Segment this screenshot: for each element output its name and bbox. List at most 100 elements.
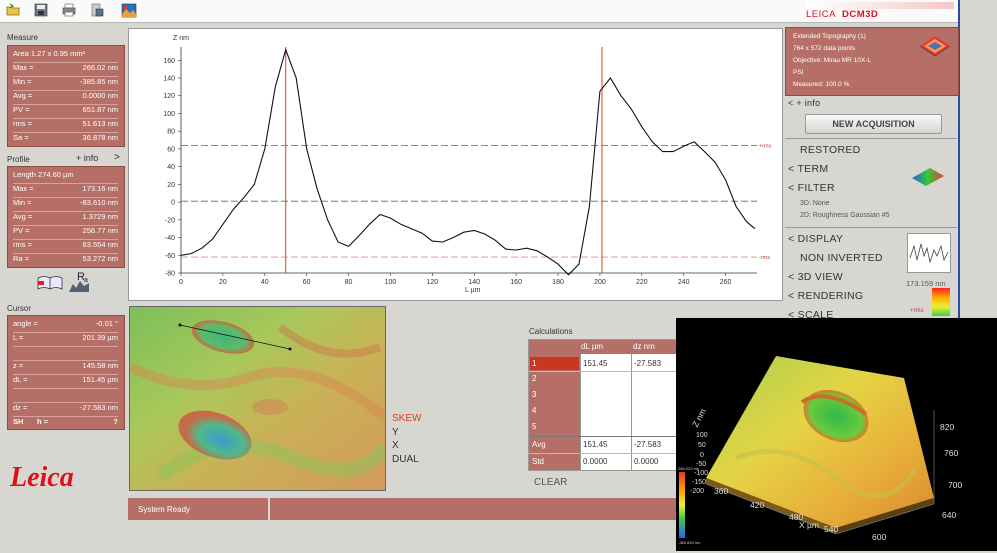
view-skew-option[interactable]: SKEW	[392, 413, 422, 424]
acquisition-info-panel: Extended Topography (1) 764 x 572 data p…	[785, 27, 959, 96]
cursor-l-value: 201.39 µm	[82, 333, 118, 342]
x-tick-label: 0	[179, 279, 183, 286]
calculations-table[interactable]: dL µm dz nm 1 151.45 -27.583 2 3 4 5 Avg…	[528, 339, 678, 471]
measure-avg-label: Avg =	[13, 91, 33, 100]
profile-avg-label: Avg =	[13, 212, 33, 221]
cursor-z-value: 145.58 nm	[82, 361, 118, 370]
display-profile-thumbnail[interactable]	[907, 233, 951, 273]
roughness-ra-icon[interactable]: R a	[68, 271, 90, 293]
status-cell: System Ready	[128, 498, 270, 520]
x-tick-label: 80	[345, 279, 353, 286]
cursor-h-label: h =	[37, 417, 49, 426]
view-y-option[interactable]: Y	[392, 427, 399, 438]
3d-z-tick: -150	[692, 479, 707, 486]
calc-selected-row-marker	[530, 357, 579, 370]
3d-surface-view[interactable]: Z nm 100 50 0 -50 -100 -150 -200 360 420…	[676, 318, 997, 551]
rendering-menu[interactable]: < RENDERING	[788, 290, 864, 302]
calc-row-index[interactable]: 2	[532, 374, 537, 383]
hline-upper-label: +rms	[759, 143, 772, 149]
3d-z-tick: 50	[698, 442, 706, 449]
measure-pv-label: PV =	[13, 105, 30, 114]
less-info-link[interactable]: < + info	[788, 98, 821, 108]
profile-rms-value: 63.554 nm	[82, 240, 118, 249]
measure-avg-value: 0.0000 nm	[82, 91, 118, 100]
profile-chart[interactable]: -80 -60 -40 -20 0 20 40 60 80 100 120 140 160 0 20 40 60…	[128, 28, 783, 301]
term-menu[interactable]: < TERM	[788, 163, 829, 175]
y-tick-label: -20	[165, 217, 175, 224]
cursor-panel: angle = -0.01 ° L = 201.39 µm z = 145.58 nm…	[7, 315, 125, 430]
save-icon[interactable]	[34, 3, 48, 17]
non-inverted-option[interactable]: NON INVERTED	[800, 252, 883, 264]
y-tick-label: 100	[163, 111, 175, 118]
cursor-dz-value: -27.583 nm	[80, 403, 118, 412]
profile-panel: Length 274.60 µm Max = 173.16 nm Min = -83…	[7, 166, 125, 268]
status-text: System Ready	[138, 505, 191, 514]
brand-logo: LEICA DCM3D	[798, 0, 958, 22]
color-scale-bar	[932, 288, 950, 316]
brand-name: LEICA	[806, 9, 836, 20]
3d-y-tick: 760	[944, 448, 959, 458]
y-tick-label: 120	[163, 93, 175, 100]
3d-legend-min: -385.849 nm	[678, 540, 701, 545]
print-icon[interactable]	[62, 3, 76, 17]
book-icon[interactable]	[37, 275, 63, 293]
profile-title: Profile	[7, 155, 30, 164]
cursor-help-button[interactable]: ?	[113, 417, 118, 426]
3d-view-menu[interactable]: < 3D VIEW	[788, 271, 843, 283]
ra-icon-sub: a	[84, 277, 88, 284]
y-tick-label: 40	[167, 164, 175, 171]
calc-row-index[interactable]: 4	[532, 406, 537, 415]
calc-std-label: Std	[532, 457, 545, 466]
info-line-4: PSI	[793, 69, 804, 76]
x-tick-label: 200	[594, 279, 606, 286]
brand-product: DCM3D	[842, 9, 879, 20]
profile-min-label: Min =	[13, 198, 32, 207]
3d-x-tick: 600	[872, 532, 887, 542]
profile-series-line	[180, 47, 756, 276]
calculations-title: Calculations	[529, 327, 573, 336]
calc-row-index[interactable]: 3	[532, 390, 537, 399]
view-x-option[interactable]: X	[392, 440, 399, 451]
cursor-sh-label[interactable]: SH	[13, 417, 24, 426]
profile-info-link[interactable]: + info	[76, 153, 99, 163]
leica-logo: Leica	[10, 462, 74, 493]
filter-2d-value: 2D: Roughness Gaussian #5	[800, 212, 890, 219]
3d-z-tick: 100	[696, 432, 708, 439]
ra-icon-label: R	[77, 271, 85, 283]
measure-min-value: -385.85 nm	[80, 77, 118, 86]
display-menu[interactable]: < DISPLAY	[788, 233, 844, 245]
profile-max-value: 173.16 nm	[82, 184, 118, 193]
x-tick-label: 260	[720, 279, 732, 286]
restored-option[interactable]: RESTORED	[800, 144, 861, 156]
filter-surface-icon[interactable]	[910, 164, 946, 190]
x-tick-label: 120	[427, 279, 439, 286]
image-icon[interactable]	[121, 3, 137, 18]
new-acquisition-button[interactable]: NEW ACQUISITION	[805, 114, 942, 134]
open-folder-icon[interactable]	[6, 3, 20, 17]
y-tick-label: 0	[171, 200, 175, 207]
profile-expand-arrow[interactable]: >	[114, 152, 120, 163]
3d-z-tick: 0	[700, 452, 704, 459]
clear-button[interactable]: CLEAR	[534, 477, 568, 488]
filter-menu[interactable]: < FILTER	[788, 182, 835, 194]
calc-std-dl: 0.0000	[583, 457, 608, 466]
profile-ra-value: 53.272 nm	[82, 254, 118, 263]
calc-row-index[interactable]: 1	[532, 359, 537, 368]
calc-avg-label: Avg	[532, 440, 546, 449]
y-tick-label: -40	[165, 235, 175, 242]
profile-pv-value: 256.77 nm	[82, 226, 118, 235]
export-icon[interactable]	[90, 3, 104, 17]
view-dual-option[interactable]: DUAL	[392, 454, 419, 465]
topography-image[interactable]	[129, 306, 386, 491]
scale-max-value: 173.159 nm	[906, 279, 946, 288]
cursor-z-label: z =	[13, 361, 24, 370]
x-axis-label: L µm	[465, 287, 481, 294]
y-tick-label: 160	[163, 58, 175, 65]
cursor-title: Cursor	[7, 304, 32, 313]
info-line-5: Measured: 100.0 %	[793, 81, 850, 88]
profile-min-value: -83.610 nm	[80, 198, 118, 207]
3d-x-tick: 420	[750, 500, 765, 510]
calc-row-index[interactable]: 5	[532, 422, 537, 431]
x-tick-label: 100	[385, 279, 397, 286]
y-tick-label: 20	[167, 182, 175, 189]
